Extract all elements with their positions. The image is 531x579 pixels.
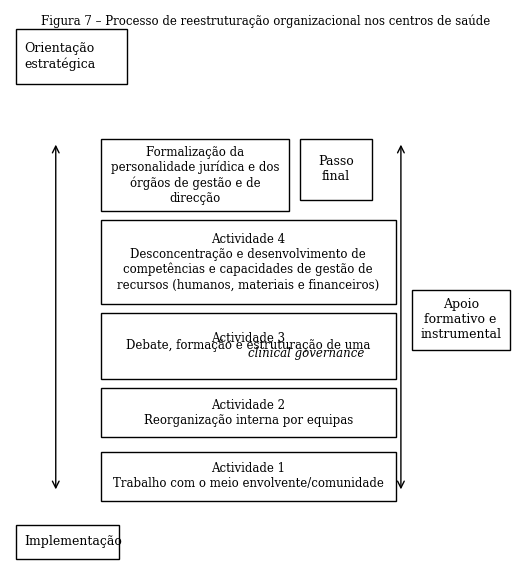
Bar xyxy=(101,220,396,304)
Bar xyxy=(16,525,119,559)
Bar xyxy=(300,139,372,200)
Text: Formalização da
personalidade jurídica e dos
órgãos de gestão e de
direcção: Formalização da personalidade jurídica e… xyxy=(111,145,279,205)
Text: Figura 7 – Processo de reestruturação organizacional nos centros de saúde: Figura 7 – Processo de reestruturação or… xyxy=(41,14,490,28)
Text: Apoio
formativo e
instrumental: Apoio formativo e instrumental xyxy=(420,298,501,342)
Text: Actividade 4
Desconcentração e desenvolvimento de
competências e capacidades de : Actividade 4 Desconcentração e desenvolv… xyxy=(117,233,379,291)
Text: Implementação: Implementação xyxy=(24,536,122,548)
Bar xyxy=(412,290,510,350)
Text: Actividade 3: Actividade 3 xyxy=(211,332,285,345)
Text: Passo
final: Passo final xyxy=(318,155,354,184)
Bar xyxy=(101,388,396,437)
Text: Debate, formação e estruturação de uma: Debate, formação e estruturação de uma xyxy=(126,339,371,353)
Bar xyxy=(16,29,127,84)
Text: clinical governance: clinical governance xyxy=(248,347,365,360)
Bar xyxy=(101,452,396,501)
Bar xyxy=(101,313,396,379)
Bar xyxy=(101,139,289,211)
Text: Orientação
estratégica: Orientação estratégica xyxy=(24,42,95,71)
Text: Actividade 2
Reorganização interna por equipas: Actividade 2 Reorganização interna por e… xyxy=(143,398,353,427)
Text: Actividade 1
Trabalho com o meio envolvente/comunidade: Actividade 1 Trabalho com o meio envolve… xyxy=(113,462,384,490)
